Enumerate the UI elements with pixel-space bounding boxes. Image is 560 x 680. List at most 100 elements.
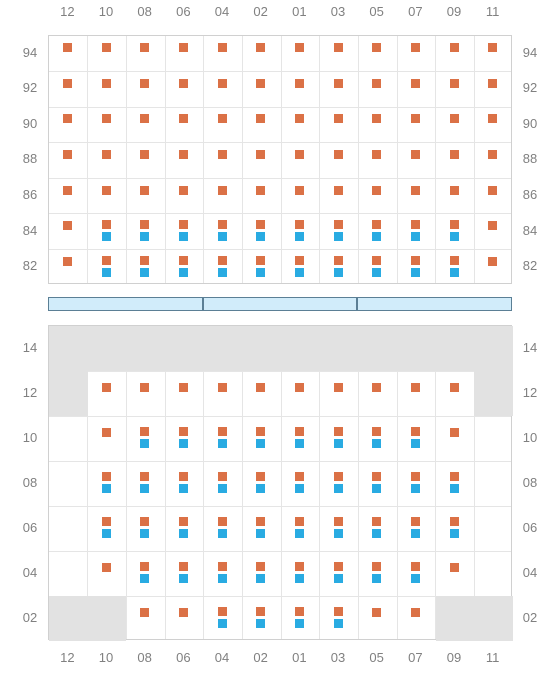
top-marker-orange: [256, 114, 265, 123]
bottom-marker-orange: [102, 563, 111, 572]
top-marker-orange: [488, 257, 497, 266]
top-marker-blue: [256, 268, 265, 277]
col-label-bottom: 08: [133, 650, 157, 665]
col-label-top: 03: [326, 4, 350, 19]
bottom-marker-orange: [372, 608, 381, 617]
top-marker-orange: [334, 43, 343, 52]
top-marker-orange: [256, 150, 265, 159]
top-marker-orange: [488, 79, 497, 88]
top-row-label-left: 94: [18, 45, 42, 60]
bottom-marker-orange: [256, 383, 265, 392]
top-marker-orange: [102, 186, 111, 195]
bottom-marker-orange: [411, 562, 420, 571]
top-marker-orange: [63, 221, 72, 230]
top-marker-orange: [450, 186, 459, 195]
top-marker-orange: [179, 114, 188, 123]
top-marker-orange: [256, 220, 265, 229]
top-marker-orange: [179, 43, 188, 52]
bottom-marker-orange: [411, 608, 420, 617]
bottom-marker-orange: [179, 427, 188, 436]
bottom-marker-blue: [218, 574, 227, 583]
top-section: [48, 35, 512, 284]
bottom-marker-orange: [256, 427, 265, 436]
col-label-top: 11: [481, 4, 505, 19]
bottom-marker-orange: [295, 427, 304, 436]
top-marker-orange: [179, 79, 188, 88]
bottom-section: [48, 325, 512, 640]
bottom-marker-orange: [411, 427, 420, 436]
bottom-marker-orange: [334, 472, 343, 481]
top-marker-blue: [295, 232, 304, 241]
top-marker-orange: [295, 79, 304, 88]
col-label-bottom: 10: [94, 650, 118, 665]
top-marker-orange: [295, 220, 304, 229]
top-marker-blue: [256, 232, 265, 241]
top-marker-orange: [295, 43, 304, 52]
top-marker-orange: [102, 43, 111, 52]
top-marker-orange: [218, 150, 227, 159]
bottom-row-label-right: 10: [518, 430, 542, 445]
bottom-marker-blue: [372, 484, 381, 493]
bottom-marker-orange: [179, 517, 188, 526]
bottom-marker-blue: [179, 439, 188, 448]
bottom-marker-orange: [450, 428, 459, 437]
bottom-marker-orange: [256, 517, 265, 526]
col-label-bottom: 04: [210, 650, 234, 665]
top-marker-blue: [295, 268, 304, 277]
bottom-marker-blue: [295, 439, 304, 448]
top-marker-blue: [334, 232, 343, 241]
top-marker-blue: [218, 232, 227, 241]
top-marker-orange: [411, 114, 420, 123]
bottom-row-label-left: 10: [18, 430, 42, 445]
bottom-marker-orange: [140, 383, 149, 392]
top-marker-orange: [218, 114, 227, 123]
bottom-marker-blue: [179, 529, 188, 538]
bottom-marker-orange: [334, 607, 343, 616]
top-marker-orange: [372, 186, 381, 195]
top-row-label-right: 86: [518, 187, 542, 202]
col-label-bottom: 11: [481, 650, 505, 665]
top-marker-orange: [140, 150, 149, 159]
top-marker-orange: [488, 186, 497, 195]
top-row-label-right: 92: [518, 80, 542, 95]
col-label-top: 12: [55, 4, 79, 19]
bottom-marker-orange: [334, 562, 343, 571]
top-marker-orange: [140, 220, 149, 229]
col-label-bottom: 06: [171, 650, 195, 665]
col-label-top: 01: [287, 4, 311, 19]
top-row-label-left: 90: [18, 116, 42, 131]
top-marker-orange: [450, 79, 459, 88]
top-marker-orange: [488, 114, 497, 123]
bottom-marker-orange: [295, 517, 304, 526]
bottom-marker-blue: [256, 574, 265, 583]
col-label-bottom: 01: [287, 650, 311, 665]
col-label-bottom: 09: [442, 650, 466, 665]
bottom-marker-orange: [140, 427, 149, 436]
col-label-bottom: 03: [326, 650, 350, 665]
top-marker-blue: [140, 268, 149, 277]
top-marker-orange: [140, 186, 149, 195]
bottom-marker-orange: [140, 517, 149, 526]
bottom-marker-blue: [372, 574, 381, 583]
top-row-label-right: 82: [518, 258, 542, 273]
top-marker-orange: [295, 114, 304, 123]
bottom-row-label-right: 04: [518, 565, 542, 580]
top-marker-orange: [334, 114, 343, 123]
top-marker-orange: [102, 114, 111, 123]
col-label-top: 09: [442, 4, 466, 19]
bottom-marker-orange: [179, 608, 188, 617]
bottom-marker-blue: [450, 484, 459, 493]
col-label-bottom: 07: [403, 650, 427, 665]
top-marker-orange: [450, 256, 459, 265]
bottom-marker-orange: [295, 472, 304, 481]
bottom-marker-orange: [218, 607, 227, 616]
col-label-bottom: 12: [55, 650, 79, 665]
bottom-marker-orange: [179, 472, 188, 481]
top-marker-blue: [450, 268, 459, 277]
bottom-marker-blue: [140, 484, 149, 493]
top-marker-orange: [372, 150, 381, 159]
bottom-marker-orange: [295, 562, 304, 571]
top-marker-orange: [140, 114, 149, 123]
bottom-marker-orange: [140, 562, 149, 571]
top-marker-orange: [411, 220, 420, 229]
